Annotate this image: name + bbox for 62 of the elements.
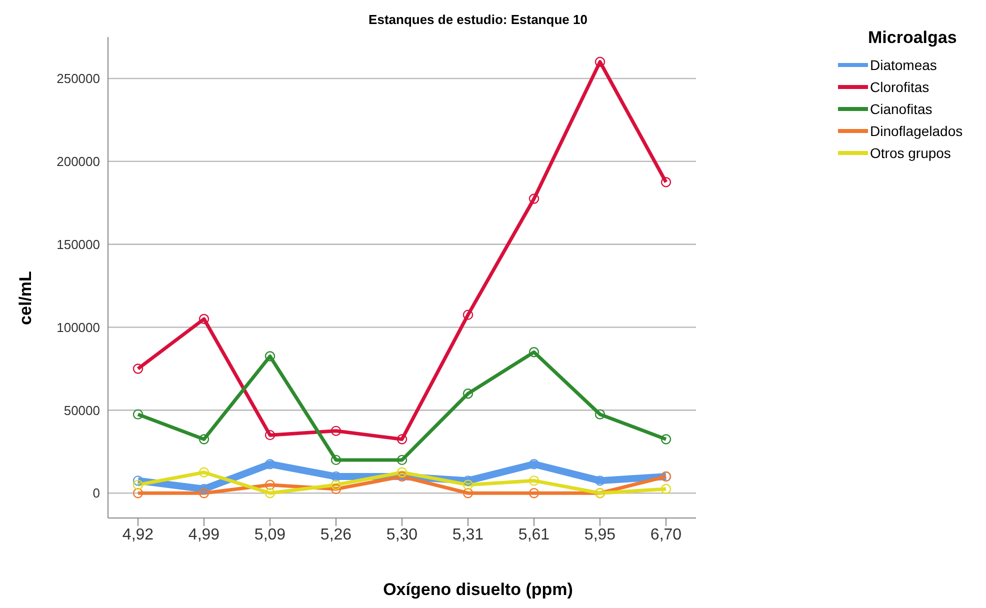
- point: [594, 476, 606, 486]
- legend-label: Otros grupos: [870, 145, 951, 161]
- point: [132, 409, 144, 420]
- legend-label: Dinoflagelados: [870, 123, 963, 139]
- legend-label: Cianofitas: [870, 101, 932, 117]
- point: [198, 467, 210, 478]
- point: [660, 434, 672, 444]
- point: [264, 351, 276, 362]
- point: [462, 488, 474, 498]
- point: [396, 434, 408, 444]
- y-axis-title: cel/mL: [16, 270, 36, 327]
- point: [462, 388, 474, 399]
- point: [660, 484, 672, 494]
- x-tick-label: 4,92: [122, 526, 154, 544]
- point: [528, 458, 540, 470]
- x-tick-label: 5,95: [584, 526, 616, 544]
- point: [132, 488, 144, 498]
- point: [132, 480, 144, 490]
- point: [396, 454, 408, 466]
- point: [198, 314, 210, 324]
- point: [264, 458, 276, 470]
- point: [132, 364, 144, 374]
- y-tick-label: 200000: [56, 154, 100, 170]
- x-tick-label: 5,26: [320, 526, 352, 544]
- point: [528, 194, 540, 204]
- legend-label: Clorofitas: [870, 79, 930, 95]
- point: [330, 484, 342, 494]
- x-tick-label: 5,61: [518, 526, 550, 544]
- x-tick-label: 5,31: [452, 526, 484, 544]
- x-axis-title: Oxígeno disuelto (ppm): [382, 580, 574, 600]
- point: [198, 434, 210, 444]
- y-tick-label: 50000: [64, 402, 100, 418]
- point: [528, 488, 540, 498]
- y-tick-label: 250000: [56, 71, 100, 86]
- point: [462, 310, 474, 320]
- point: [264, 488, 276, 498]
- x-tick-label: 4,99: [188, 526, 220, 544]
- point: [264, 430, 276, 440]
- legend-label: Diatomeas: [870, 57, 937, 73]
- point: [528, 347, 540, 358]
- point: [330, 454, 342, 466]
- point: [132, 476, 144, 486]
- point: [264, 480, 276, 490]
- point: [528, 476, 540, 486]
- point: [396, 467, 408, 478]
- point: [330, 480, 342, 490]
- legend-title: Microalgas: [868, 28, 958, 48]
- point: [594, 56, 606, 67]
- chart-title: Estanques de estudio: Estanque 10: [368, 12, 588, 27]
- point: [198, 488, 210, 498]
- point: [594, 409, 606, 420]
- point: [660, 177, 672, 188]
- y-tick-label: 150000: [56, 236, 100, 252]
- y-tick-label: 100000: [56, 320, 100, 335]
- point: [462, 476, 474, 486]
- x-tick-label: 6,70: [650, 526, 682, 544]
- x-tick-label: 5,09: [254, 526, 286, 544]
- y-tick-label: 0: [92, 486, 100, 501]
- point: [330, 426, 342, 436]
- point: [462, 480, 474, 490]
- point: [198, 484, 210, 494]
- x-tick-label: 5,30: [386, 526, 418, 544]
